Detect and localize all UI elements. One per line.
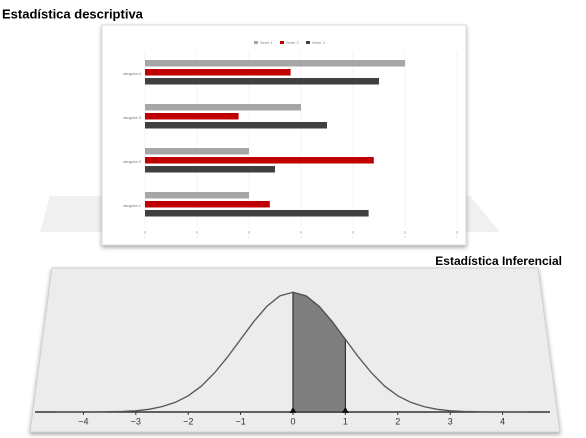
x-tick-label: 1 [343,416,348,426]
bar [145,148,249,155]
shade-marker [341,407,349,413]
x-tick-label: −2 [183,416,193,426]
x-tick-label: 4 [500,416,505,426]
y-tick-label: ategoria 2 [123,159,142,164]
x-tick-label: 4 [352,235,354,239]
curve [57,291,529,413]
shade-marker [289,407,297,413]
bar [145,113,239,120]
x-tick-label: 6 [456,235,458,239]
y-tick-label: ategoria 4 [123,71,142,76]
bar [145,157,374,164]
bar [145,78,379,85]
bar [145,104,301,111]
legend-swatch [306,41,310,44]
x-tick-label: −3 [131,416,141,426]
bar [145,122,327,129]
x-tick-label: −1 [235,416,245,426]
legend-swatch [254,41,258,44]
x-tick-label: 2 [248,235,250,239]
bar [145,69,291,76]
x-tick-label: 3 [300,235,302,239]
bar [145,192,249,199]
bar [145,201,270,208]
x-tick-label: 1 [196,235,198,239]
legend-label: Serie 2 [286,40,299,45]
x-tick-label: 0 [290,416,295,426]
x-tick-label: 0 [144,235,146,239]
chart-title: Estadística Inferencial [435,254,562,268]
bar [145,166,275,173]
legend-label: Serie 3 [312,40,325,45]
y-tick-label: ategoria 1 [123,203,142,208]
bar [145,60,405,67]
x-tick-label: 3 [448,416,453,426]
y-tick-label: ategoria 3 [123,115,142,120]
x-tick-label: 2 [395,416,400,426]
legend-swatch [280,41,284,44]
legend-label: Serie 1 [260,40,273,45]
bar [145,210,369,217]
x-tick-label: 5 [404,235,406,239]
chart-title: Estadística descriptiva [2,6,144,21]
x-tick-label: −4 [78,416,88,426]
